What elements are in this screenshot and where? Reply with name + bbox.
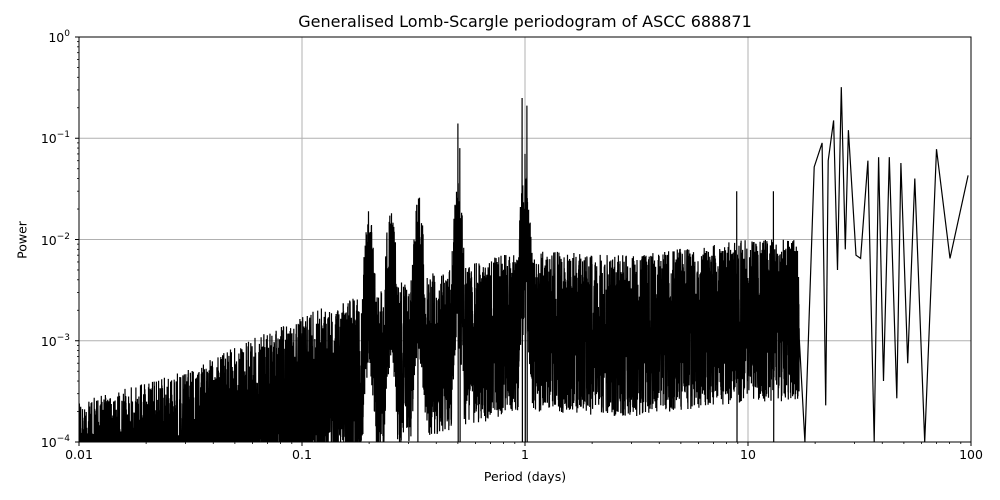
y-tick-label: 10−2	[40, 231, 70, 248]
y-tick-label: 100	[48, 29, 70, 45]
y-tick-label: 10−1	[40, 130, 70, 147]
tick-marks	[75, 36, 972, 446]
chart-title: Generalised Lomb-Scargle periodogram of …	[298, 12, 752, 31]
periodogram-line	[79, 87, 969, 442]
x-tick-label: 1	[521, 447, 529, 462]
x-tick-label: 10	[740, 447, 756, 462]
y-tick-label: 10−3	[40, 332, 70, 349]
x-tick-label: 0.1	[292, 447, 312, 462]
x-tick-label: 100	[959, 447, 983, 462]
x-axis-label: Period (days)	[483, 469, 567, 484]
y-tick-label: 10−4	[40, 434, 70, 450]
y-axis-label: Power	[14, 221, 30, 259]
x-tick-label: 0.01	[65, 447, 93, 462]
